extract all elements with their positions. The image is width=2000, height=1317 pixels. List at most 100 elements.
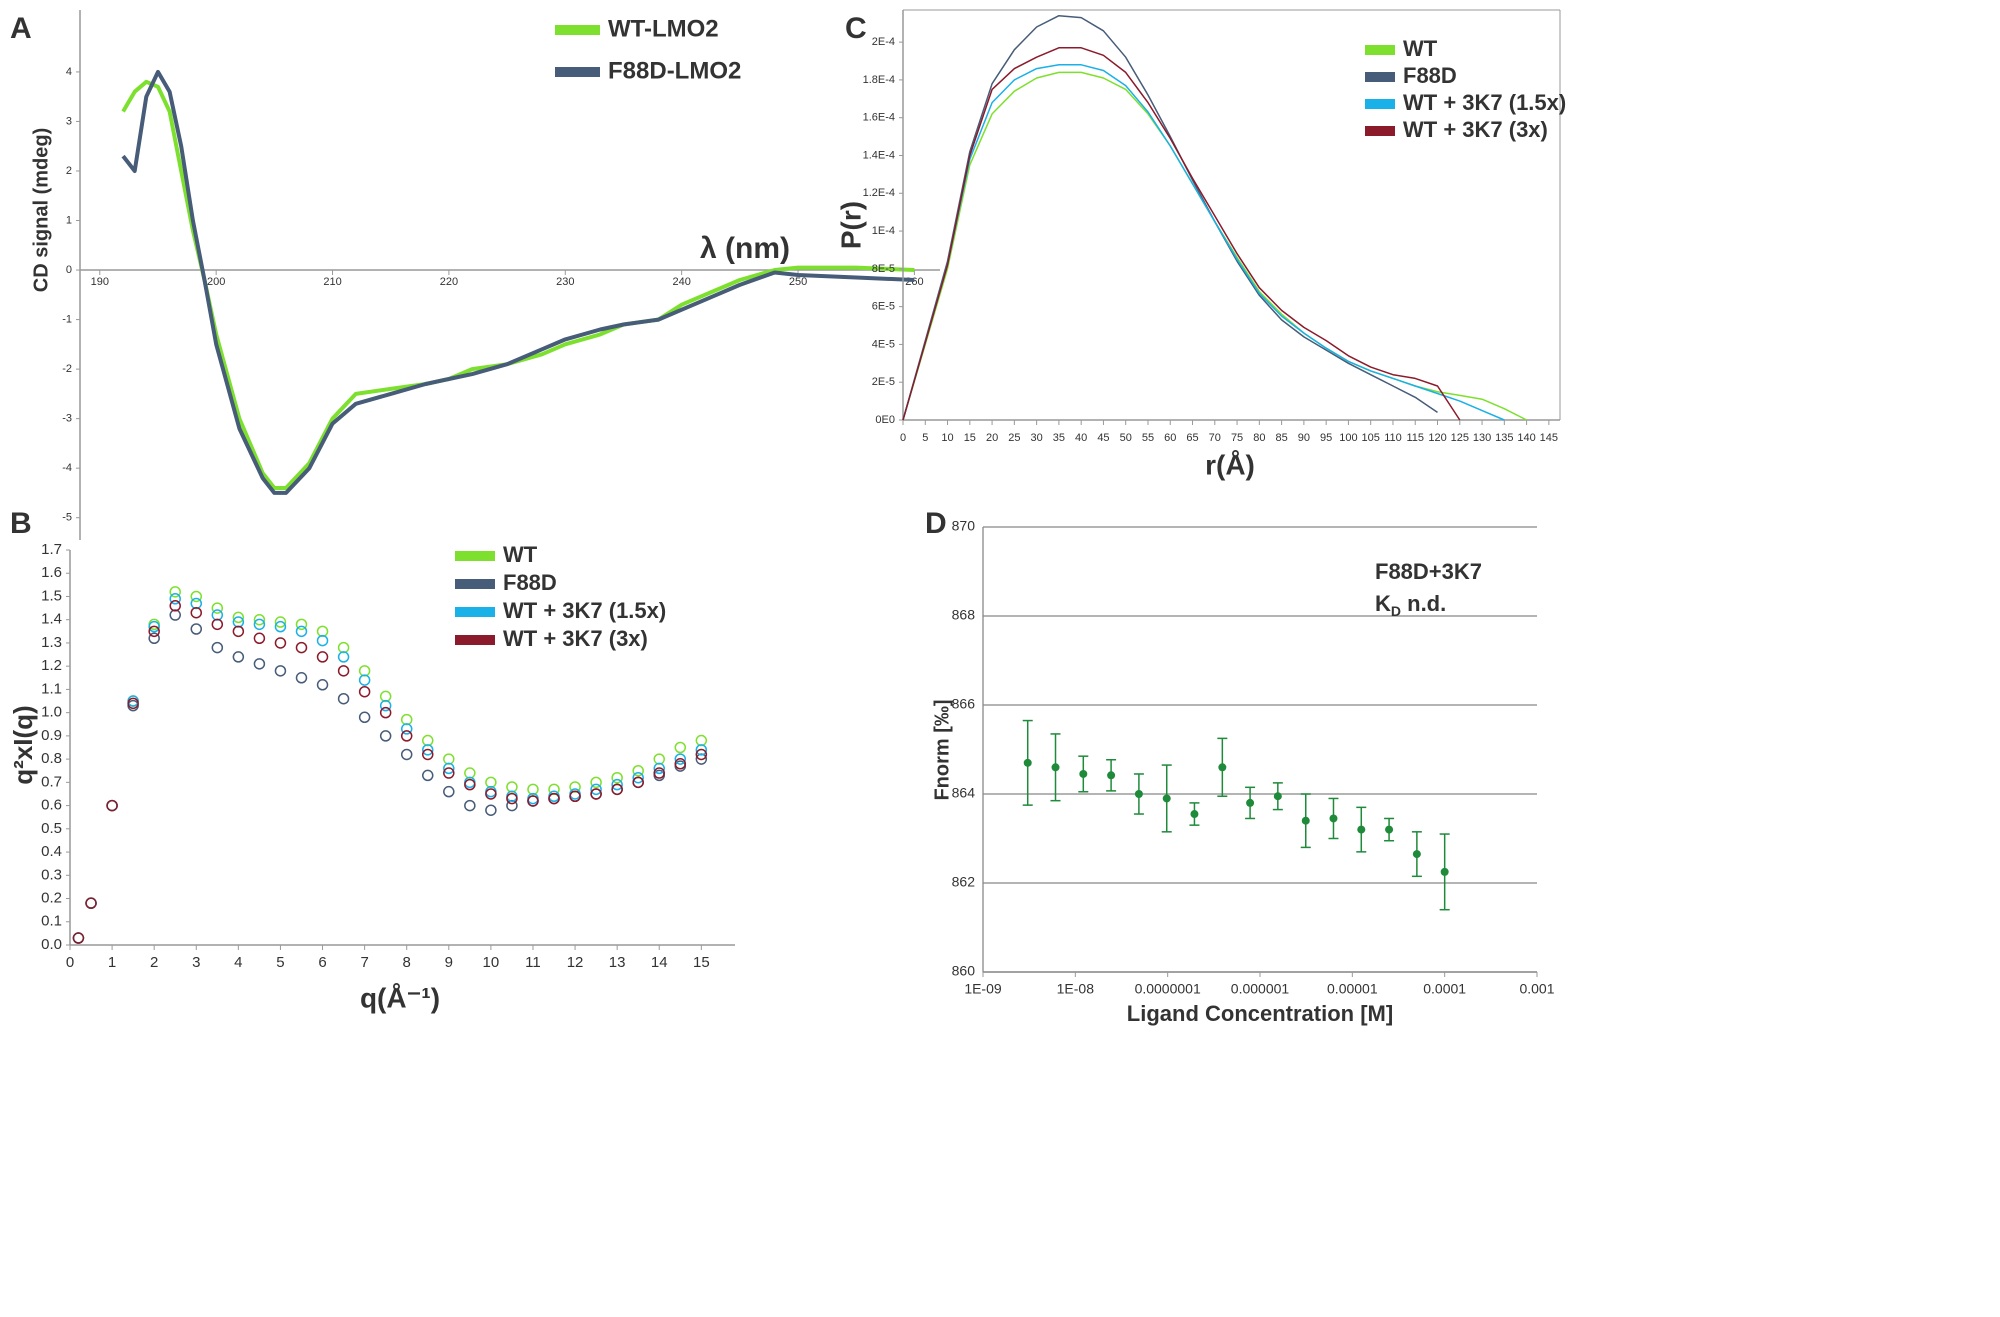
data-point <box>358 711 371 724</box>
data-point <box>127 697 139 710</box>
data-point <box>1051 763 1060 772</box>
series-line <box>902 64 1505 421</box>
data-point <box>632 771 644 784</box>
x-tick-label: 140 <box>1517 432 1535 444</box>
data-point <box>358 674 371 686</box>
x-tick-label: 200 <box>207 276 225 288</box>
data-point <box>379 690 392 703</box>
x-tick-label: 15 <box>964 432 976 444</box>
series-line <box>902 47 1461 421</box>
y-tick-label: 0E0 <box>875 414 895 426</box>
data-point <box>1107 771 1116 780</box>
legend-label: WT + 3K7 (1.5x) <box>503 598 666 623</box>
y-tick-label: 1 <box>66 214 72 226</box>
data-point <box>695 748 708 761</box>
y-tick-label: -3 <box>62 413 72 425</box>
x-tick-label: 115 <box>1406 432 1424 444</box>
data-point <box>169 593 181 605</box>
data-point <box>632 764 644 777</box>
x-tick-label: 120 <box>1428 432 1446 444</box>
data-point <box>527 792 539 805</box>
y-tick-label: 0.0 <box>41 936 62 953</box>
data-point <box>316 679 329 691</box>
y-tick-label: 0 <box>66 264 72 276</box>
x-tick-label: 3 <box>192 954 200 971</box>
x-tick-label: 125 <box>1451 432 1469 444</box>
data-point <box>422 748 434 761</box>
data-point <box>400 713 413 726</box>
data-point <box>548 790 560 803</box>
y-tick-label: 1.6E-4 <box>863 112 895 124</box>
x-tick-label: 13 <box>609 954 626 971</box>
legend-swatch <box>1365 72 1395 82</box>
data-point <box>485 804 497 816</box>
y-tick-label: 0.1 <box>41 913 62 930</box>
x-tick-label: 75 <box>1231 432 1243 444</box>
data-point <box>169 600 181 612</box>
y-tick-label: 0.4 <box>41 843 62 860</box>
y-tick-label: 6E-5 <box>872 301 895 313</box>
x-tick-label: 0 <box>900 432 906 444</box>
y-tick-label: 8E-5 <box>872 263 895 275</box>
data-point <box>400 730 413 742</box>
y-tick-label: 0.9 <box>41 727 62 744</box>
data-point <box>1301 816 1310 825</box>
y-tick-label: 1.5 <box>41 587 62 604</box>
x-tick-label: 12 <box>567 954 584 971</box>
data-point <box>337 665 350 677</box>
data-point <box>148 632 160 645</box>
data-point <box>274 616 287 628</box>
data-point <box>611 783 623 796</box>
y-tick-label: 1.4E-4 <box>863 149 895 161</box>
x-tick-label: 9 <box>445 954 453 971</box>
data-point <box>695 744 708 756</box>
x-tick-label: 25 <box>1008 432 1020 444</box>
x-tick-label: 130 <box>1473 432 1491 444</box>
y-axis-label: CD signal (mdeg) <box>30 128 52 292</box>
data-point <box>253 618 266 631</box>
x-tick-label: 0 <box>66 954 74 971</box>
data-point <box>695 734 708 747</box>
x-tick-label: 60 <box>1164 432 1176 444</box>
legend-label: WT + 3K7 (3x) <box>503 626 648 651</box>
y-tick-label: 0.3 <box>41 866 62 883</box>
y-tick-label: 0.7 <box>41 773 62 790</box>
x-tick-label: 110 <box>1384 432 1402 444</box>
y-tick-label: 1.4 <box>41 611 62 628</box>
data-point <box>211 641 224 654</box>
y-tick-label: 0.6 <box>41 797 62 814</box>
y-tick-label: 0.8 <box>41 750 62 767</box>
x-tick-label: 0.000001 <box>1231 981 1290 997</box>
data-point <box>611 778 623 791</box>
data-point <box>674 741 687 754</box>
legend-label: F88D-LMO2 <box>608 57 741 84</box>
data-point <box>148 625 160 638</box>
y-tick-label: 868 <box>952 607 976 623</box>
annotation: F88D+3K7 <box>1375 559 1482 584</box>
x-tick-label: 1E-09 <box>964 981 1002 997</box>
x-tick-label: 95 <box>1320 432 1332 444</box>
y-tick-label: 870 <box>952 518 976 534</box>
y-tick-label: 1.8E-4 <box>863 74 895 86</box>
x-tick-label: 7 <box>360 954 368 971</box>
y-tick-label: 4 <box>66 66 72 78</box>
data-point <box>85 897 97 909</box>
data-point <box>653 767 665 779</box>
kd-part: K <box>1375 591 1391 616</box>
data-point <box>337 651 350 663</box>
data-point <box>295 625 308 638</box>
y-axis-label: q²xI(q) <box>8 705 38 784</box>
x-tick-label: 230 <box>556 276 574 288</box>
data-point <box>72 932 85 944</box>
data-point <box>485 785 497 798</box>
data-point <box>464 799 476 812</box>
y-tick-label: 3 <box>66 115 72 127</box>
x-tick-label: 5 <box>922 432 928 444</box>
data-point <box>674 753 687 765</box>
data-point <box>653 762 665 775</box>
data-point <box>400 748 413 761</box>
x-tick-label: 135 <box>1495 432 1513 444</box>
data-point <box>422 734 434 747</box>
data-point <box>337 692 350 705</box>
